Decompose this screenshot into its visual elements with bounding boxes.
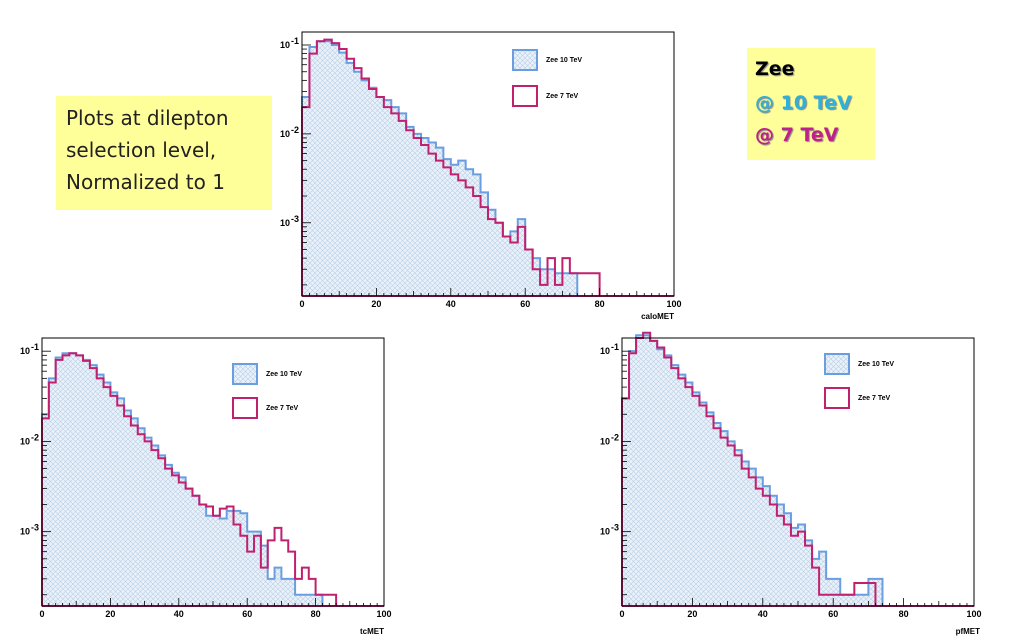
y-tick-exponent: -3 (611, 523, 619, 533)
y-tick-exponent: -2 (291, 125, 299, 135)
y-tick-label: 10 (20, 527, 30, 537)
y-axis-ticks: 10-110-210-3 (20, 342, 51, 596)
plot-frame (41, 337, 385, 607)
x-tick-label: 20 (687, 609, 697, 619)
x-tick-label: 20 (371, 299, 381, 309)
y-tick-label: 10 (280, 40, 290, 50)
x-tick-label: 20 (105, 609, 115, 619)
series-10tev-fill (302, 41, 674, 296)
legend-swatch-10tev (824, 353, 850, 375)
note-line-3: Normalized to 1 (66, 170, 225, 194)
energy-legend-box: Zee @ 10 TeV @ 7 TeV (747, 48, 875, 160)
y-tick-exponent: -1 (611, 342, 619, 352)
x-tick-label: 80 (899, 609, 909, 619)
x-tick-label: 80 (595, 299, 605, 309)
legend-swatch-7tev (232, 397, 258, 419)
x-tick-label: 40 (758, 609, 768, 619)
legend-swatch-10tev (512, 49, 538, 71)
y-tick-exponent: -3 (31, 523, 39, 533)
x-tick-label: 0 (39, 609, 44, 619)
x-tick-label: 40 (174, 609, 184, 619)
chart-legend: Zee 10 TeV Zee 7 TeV (512, 49, 582, 107)
y-axis-ticks: 10-110-210-3 (280, 36, 311, 286)
y-tick-label: 10 (600, 346, 610, 356)
y-tick-label: 10 (280, 218, 290, 228)
legend-swatch-7tev (512, 85, 538, 107)
legend-label-7tev: Zee 7 TeV (266, 405, 298, 412)
y-tick-label: 10 (600, 436, 610, 446)
x-tick-label: 60 (242, 609, 252, 619)
legend-label-7tev: Zee 7 TeV (858, 395, 890, 402)
plot-frame (621, 337, 975, 607)
x-tick-label: 60 (828, 609, 838, 619)
tcmet-histogram: 0 20 40 60 80 100 10-110-210-3 tcMET Zee 10 T… (20, 337, 392, 636)
x-tick-label: 0 (619, 609, 624, 619)
note-line-1: Plots at dilepton (66, 106, 229, 130)
y-tick-label: 10 (600, 527, 610, 537)
x-axis-title: tcMET (360, 627, 384, 636)
chart-legend: Zee 10 TeV Zee 7 TeV (824, 353, 894, 409)
legend-swatch-7tev (824, 387, 850, 409)
legend-label-10tev: Zee 10 TeV (546, 57, 582, 64)
y-tick-exponent: -1 (31, 342, 39, 352)
y-tick-exponent: -2 (611, 432, 619, 442)
x-tick-label: 40 (446, 299, 456, 309)
x-tick-label: 100 (666, 299, 681, 309)
chart-legend: Zee 10 TeV Zee 7 TeV (232, 363, 302, 419)
legend-10tev: @ 10 TeV (755, 92, 852, 114)
series-7tev-line (301, 38, 674, 297)
legend-7tev: @ 7 TeV (755, 124, 839, 146)
series-7tev-line (41, 352, 384, 607)
x-tick-label: 60 (520, 299, 530, 309)
x-tick-label: 100 (376, 609, 391, 619)
x-axis-title: pfMET (956, 627, 981, 636)
x-tick-label: 0 (299, 299, 304, 309)
plot-frame (301, 31, 675, 297)
series-10tev-fill (622, 335, 974, 606)
y-tick-label: 10 (20, 346, 30, 356)
y-tick-exponent: -2 (31, 432, 39, 442)
x-tick-label: 80 (311, 609, 321, 619)
y-axis-ticks: 10-110-210-3 (600, 342, 631, 596)
legend-label-10tev: Zee 10 TeV (858, 361, 894, 368)
x-axis-title: caloMET (641, 312, 674, 321)
legend-label-7tev: Zee 7 TeV (546, 93, 578, 100)
selection-note: Plots at dilepton selection level, Norma… (56, 96, 272, 210)
y-tick-label: 10 (20, 436, 30, 446)
y-tick-exponent: -3 (291, 214, 299, 224)
y-tick-exponent: -1 (291, 36, 299, 46)
x-tick-label: 100 (966, 609, 981, 619)
legend-swatch-10tev (232, 363, 258, 385)
note-line-2: selection level, (66, 138, 217, 162)
pfmet-histogram: 0 20 40 60 80 100 10-110-210-3 pfMET Zee 10 T… (600, 331, 982, 636)
legend-title: Zee (755, 58, 795, 80)
calomet-histogram: 0 20 40 60 80 100 10-110-210-3 caloMET Zee 10… (280, 31, 682, 321)
y-tick-label: 10 (280, 129, 290, 139)
legend-label-10tev: Zee 10 TeV (266, 371, 302, 378)
